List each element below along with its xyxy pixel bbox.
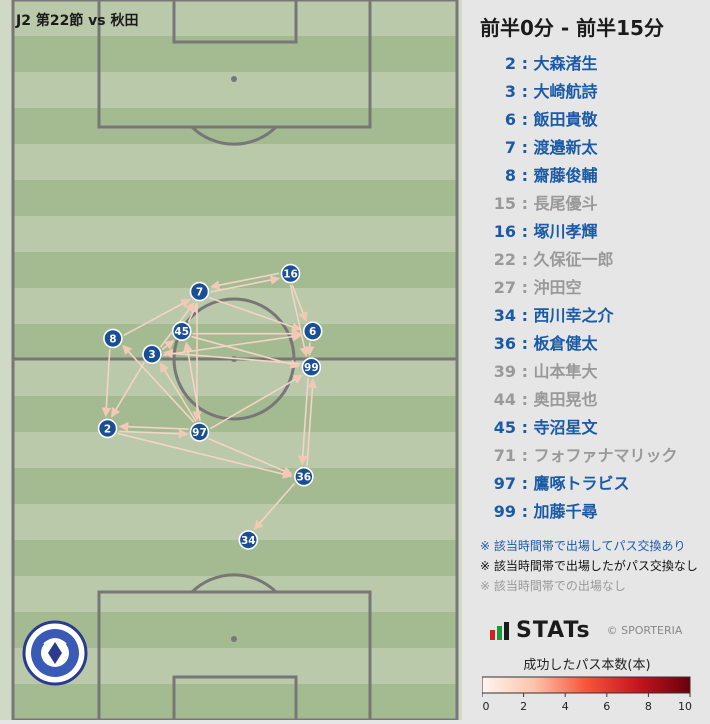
- player-number: 34: [480, 302, 516, 330]
- colorbar: 0 2 4 6 8 10: [482, 675, 692, 715]
- player-name: 渡邉新太: [534, 138, 598, 157]
- colorbar-tick-label: 2: [520, 700, 527, 713]
- player-name: 寺沼星文: [534, 418, 598, 437]
- player-row: 71 : フォファナマリック: [480, 442, 710, 470]
- player-row: 97 : 鷹啄トラビス: [480, 470, 710, 498]
- player-row: 45 : 寺沼星文: [480, 414, 710, 442]
- player-name: 山本隼大: [534, 362, 598, 381]
- player-number: 8: [480, 162, 516, 190]
- player-node-label: 97: [192, 427, 207, 439]
- brand-name: STATs: [516, 618, 591, 643]
- player-node-label: 16: [283, 269, 298, 281]
- player-node-label: 36: [297, 472, 312, 484]
- bottom-penalty-spot: [231, 636, 237, 642]
- period-title: 前半0分 - 前半15分: [480, 12, 664, 41]
- player-row: 8 : 齋藤俊輔: [480, 162, 710, 190]
- pass-network-chart: 7 16 45 6 8 3 99 2 97 36 34: [0, 0, 462, 720]
- player-name: 久保征一郎: [534, 250, 614, 269]
- player-name: フォファナマリック: [534, 446, 678, 465]
- player-number: 45: [480, 414, 516, 442]
- player-name: 塚川孝輝: [534, 222, 598, 241]
- player-number: 16: [480, 218, 516, 246]
- player-name: 大崎航詩: [534, 82, 598, 101]
- player-number: 71: [480, 442, 516, 470]
- player-number: 27: [480, 274, 516, 302]
- player-row: 16 : 塚川孝輝: [480, 218, 710, 246]
- colorbar-tick-label: 8: [645, 700, 652, 713]
- colorbar-title: 成功したパス本数(本): [502, 654, 672, 673]
- legend-exchanged: ※ 該当時間帯で出場してパス交換あり: [480, 536, 698, 556]
- player-number: 39: [480, 358, 516, 386]
- brand: STATs © SPORTERIA: [490, 618, 682, 643]
- pitch-stripe: [13, 576, 457, 613]
- player-node-label: 2: [104, 423, 111, 435]
- pitch-panel: 7 16 45 6 8 3 99 2 97 36 34 J2 第22節 vs 秋田: [0, 0, 462, 720]
- colorbar-tick-label: 6: [603, 700, 610, 713]
- player-number: 99: [480, 498, 516, 526]
- pitch-stripe: [13, 540, 457, 577]
- player-row: 34 : 西川幸之介: [480, 302, 710, 330]
- pitch-stripe: [13, 180, 457, 217]
- copyright: © SPORTERIA: [607, 624, 683, 637]
- player-row: 99 : 加藤千尋: [480, 498, 710, 526]
- pitch-stripe: [13, 504, 457, 541]
- match-label: J2 第22節 vs 秋田: [16, 10, 139, 30]
- player-row: 3 : 大崎航詩: [480, 78, 710, 106]
- player-row: 39 : 山本隼大: [480, 358, 710, 386]
- player-name: 長尾優斗: [534, 194, 598, 213]
- player-node-label: 6: [309, 326, 316, 338]
- player-row: 36 : 板倉健太: [480, 330, 710, 358]
- player-name: 大森渚生: [534, 54, 598, 73]
- stats-bars-icon: [490, 622, 510, 640]
- player-node-label: 99: [304, 362, 319, 374]
- player-name: 鷹啄トラビス: [534, 474, 630, 493]
- player-number: 22: [480, 246, 516, 274]
- player-number: 36: [480, 330, 516, 358]
- player-name: 沖田空: [534, 278, 582, 297]
- player-number: 15: [480, 190, 516, 218]
- player-name: 齋藤俊輔: [534, 166, 598, 185]
- colorbar-tick-label: 0: [483, 700, 490, 713]
- player-node-label: 8: [109, 333, 116, 345]
- player-number: 44: [480, 386, 516, 414]
- player-row: 15 : 長尾優斗: [480, 190, 710, 218]
- player-name: 加藤千尋: [534, 502, 598, 521]
- pitch-stripe: [13, 360, 457, 397]
- player-number: 97: [480, 470, 516, 498]
- player-number: 7: [480, 134, 516, 162]
- player-row: 27 : 沖田空: [480, 274, 710, 302]
- player-number: 2: [480, 50, 516, 78]
- status-legend: ※ 該当時間帯で出場してパス交換あり ※ 該当時間帯で出場したがパス交換なし ※…: [480, 536, 698, 596]
- pitch-stripe: [13, 324, 457, 361]
- player-name: 奥田晃也: [534, 390, 598, 409]
- pitch-stripe: [13, 252, 457, 289]
- club-logo: [22, 620, 88, 686]
- player-node-label: 34: [241, 535, 256, 547]
- colorbar-tick-label: 4: [562, 700, 569, 713]
- pitch-stripe: [13, 468, 457, 505]
- legend-no-exchange: ※ 該当時間帯で出場したがパス交換なし: [480, 556, 698, 576]
- pitch-stripe: [13, 216, 457, 253]
- player-name: 板倉健太: [534, 334, 598, 353]
- player-row: 2 : 大森渚生: [480, 50, 710, 78]
- player-row: 22 : 久保征一郎: [480, 246, 710, 274]
- player-row: 44 : 奥田晃也: [480, 386, 710, 414]
- player-number: 3: [480, 78, 516, 106]
- colorbar-gradient: [482, 677, 690, 693]
- player-name: 西川幸之介: [534, 306, 614, 325]
- top-penalty-spot: [231, 76, 237, 82]
- colorbar-tick-label: 10: [678, 700, 692, 713]
- player-row: 6 : 飯田貴敬: [480, 106, 710, 134]
- player-node-label: 45: [174, 326, 189, 338]
- player-row: 7 : 渡邉新太: [480, 134, 710, 162]
- player-node-label: 3: [148, 349, 155, 361]
- player-node-label: 7: [196, 287, 203, 299]
- legend-not-played: ※ 該当時間帯での出場なし: [480, 576, 698, 596]
- pitch-stripe: [13, 684, 457, 720]
- player-name: 飯田貴敬: [534, 110, 598, 129]
- player-number: 6: [480, 106, 516, 134]
- pitch-stripe: [13, 144, 457, 181]
